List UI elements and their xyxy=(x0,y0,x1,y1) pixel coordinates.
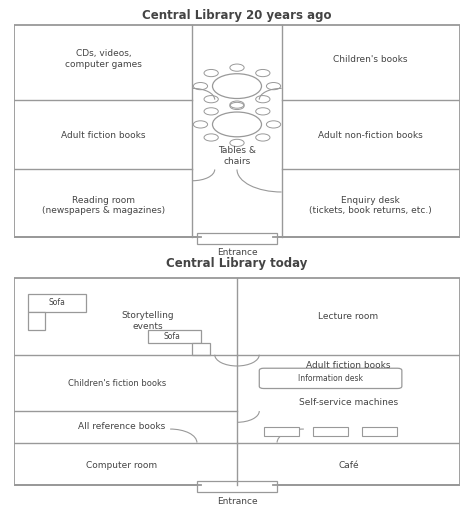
Text: Adult non-fiction books: Adult non-fiction books xyxy=(319,131,423,140)
Text: All reference books: All reference books xyxy=(78,422,165,431)
Bar xyxy=(148,330,201,344)
FancyBboxPatch shape xyxy=(27,294,85,312)
Text: Entrance: Entrance xyxy=(217,248,257,258)
Text: Storytelling
events: Storytelling events xyxy=(121,311,174,331)
Text: Sofa: Sofa xyxy=(48,298,65,307)
Bar xyxy=(264,427,300,436)
Text: Adult fiction books: Adult fiction books xyxy=(61,131,146,140)
Text: Enquiry desk
(tickets, book returns, etc.): Enquiry desk (tickets, book returns, etc… xyxy=(310,196,432,215)
Text: Adult fiction books: Adult fiction books xyxy=(306,361,391,371)
Title: Central Library 20 years ago: Central Library 20 years ago xyxy=(142,9,332,22)
Bar xyxy=(197,232,277,244)
FancyBboxPatch shape xyxy=(259,368,402,389)
Text: Children's fiction books: Children's fiction books xyxy=(68,379,166,389)
Text: Sofa: Sofa xyxy=(164,332,181,341)
Text: Reading room
(newspapers & magazines): Reading room (newspapers & magazines) xyxy=(42,196,165,215)
Text: Information desk: Information desk xyxy=(298,374,363,383)
Text: Children's books: Children's books xyxy=(333,55,408,63)
Bar xyxy=(362,427,397,436)
Title: Central Library today: Central Library today xyxy=(166,257,308,270)
Text: Tables &
chairs: Tables & chairs xyxy=(218,146,256,166)
Text: Café: Café xyxy=(338,461,359,470)
Text: Computer room: Computer room xyxy=(86,461,157,470)
Bar xyxy=(313,427,348,436)
Bar xyxy=(192,344,210,355)
Bar xyxy=(27,312,46,330)
Text: Self-service machines: Self-service machines xyxy=(299,397,398,407)
Text: CDs, videos,
computer games: CDs, videos, computer games xyxy=(65,49,142,69)
Text: Lecture room: Lecture room xyxy=(319,312,378,321)
Bar xyxy=(197,481,277,492)
Text: Entrance: Entrance xyxy=(217,497,257,506)
